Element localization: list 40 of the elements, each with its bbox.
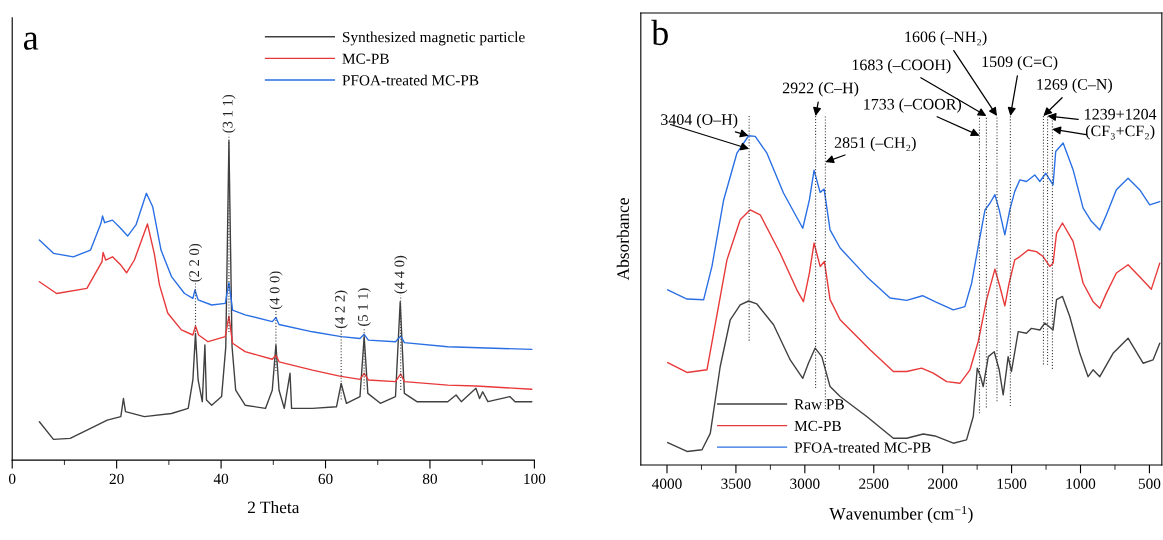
x-tick-label: 3000 xyxy=(790,478,820,489)
annotation: (4 0 0) xyxy=(269,271,283,310)
legend-label: PFOA-treated MC-PB xyxy=(794,441,931,453)
x-tick-label: 40 xyxy=(213,473,229,485)
x-axis-title: Wavenumber (cm$^{−1}$) xyxy=(829,505,973,524)
annotation: 2922 (C–H) xyxy=(782,82,859,97)
legend-label: MC-PB xyxy=(342,53,389,64)
x-tick-label: 2500 xyxy=(859,478,889,489)
annotation: (4 4 0) xyxy=(394,255,408,294)
annotation: (3 1 1) xyxy=(222,94,236,133)
annotation: 1733 (–COOR) xyxy=(864,98,962,113)
x-tick-label: 100 xyxy=(524,473,546,485)
annotation: (4 2 2) xyxy=(334,290,348,329)
x-axis-title: 2 Theta xyxy=(247,501,300,514)
x-tick-label: 2000 xyxy=(928,478,958,489)
annotation: 1606 (–NH₂) xyxy=(905,31,987,46)
x-tick-label: 1500 xyxy=(997,478,1027,489)
x-tick-label: 60 xyxy=(318,473,333,485)
annotation: 1239+1204 (CF₃+CF₂) xyxy=(1085,108,1157,140)
chart-title: a xyxy=(23,32,39,50)
annotation: 1683 (–COOH) xyxy=(852,59,951,74)
x-tick-label: 80 xyxy=(422,473,438,485)
annotation: 3404 (O–H) xyxy=(661,113,738,129)
legend-label: Raw PB xyxy=(794,399,844,410)
annotation: (2 2 0) xyxy=(188,244,203,282)
annotation: 1269 (C–N) xyxy=(1037,78,1112,93)
annotation: 1509 (C=C) xyxy=(982,55,1058,71)
x-tick-label: 4000 xyxy=(652,478,682,489)
x-tick-label: 0 xyxy=(8,473,16,485)
y-axis-title: Absorbance xyxy=(616,198,629,281)
annotation: (5 1 1) xyxy=(357,288,371,326)
x-tick-label: 500 xyxy=(1138,478,1161,489)
annotation: 2851 (–CH₂) xyxy=(834,136,916,152)
x-tick-label: 1000 xyxy=(1066,478,1096,489)
legend-label: PFOA-treated MC-PB xyxy=(342,74,479,86)
x-tick-label: 20 xyxy=(109,473,124,485)
chart-title: b xyxy=(651,19,668,46)
legend-label: Synthesized magnetic particle xyxy=(342,31,525,46)
legend-label: MC-PB xyxy=(794,420,841,432)
x-tick-label: 3500 xyxy=(721,478,751,489)
